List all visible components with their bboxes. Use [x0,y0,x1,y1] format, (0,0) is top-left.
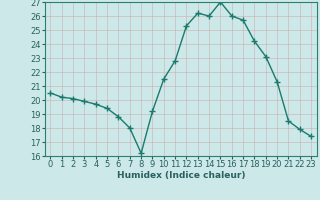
X-axis label: Humidex (Indice chaleur): Humidex (Indice chaleur) [116,171,245,180]
